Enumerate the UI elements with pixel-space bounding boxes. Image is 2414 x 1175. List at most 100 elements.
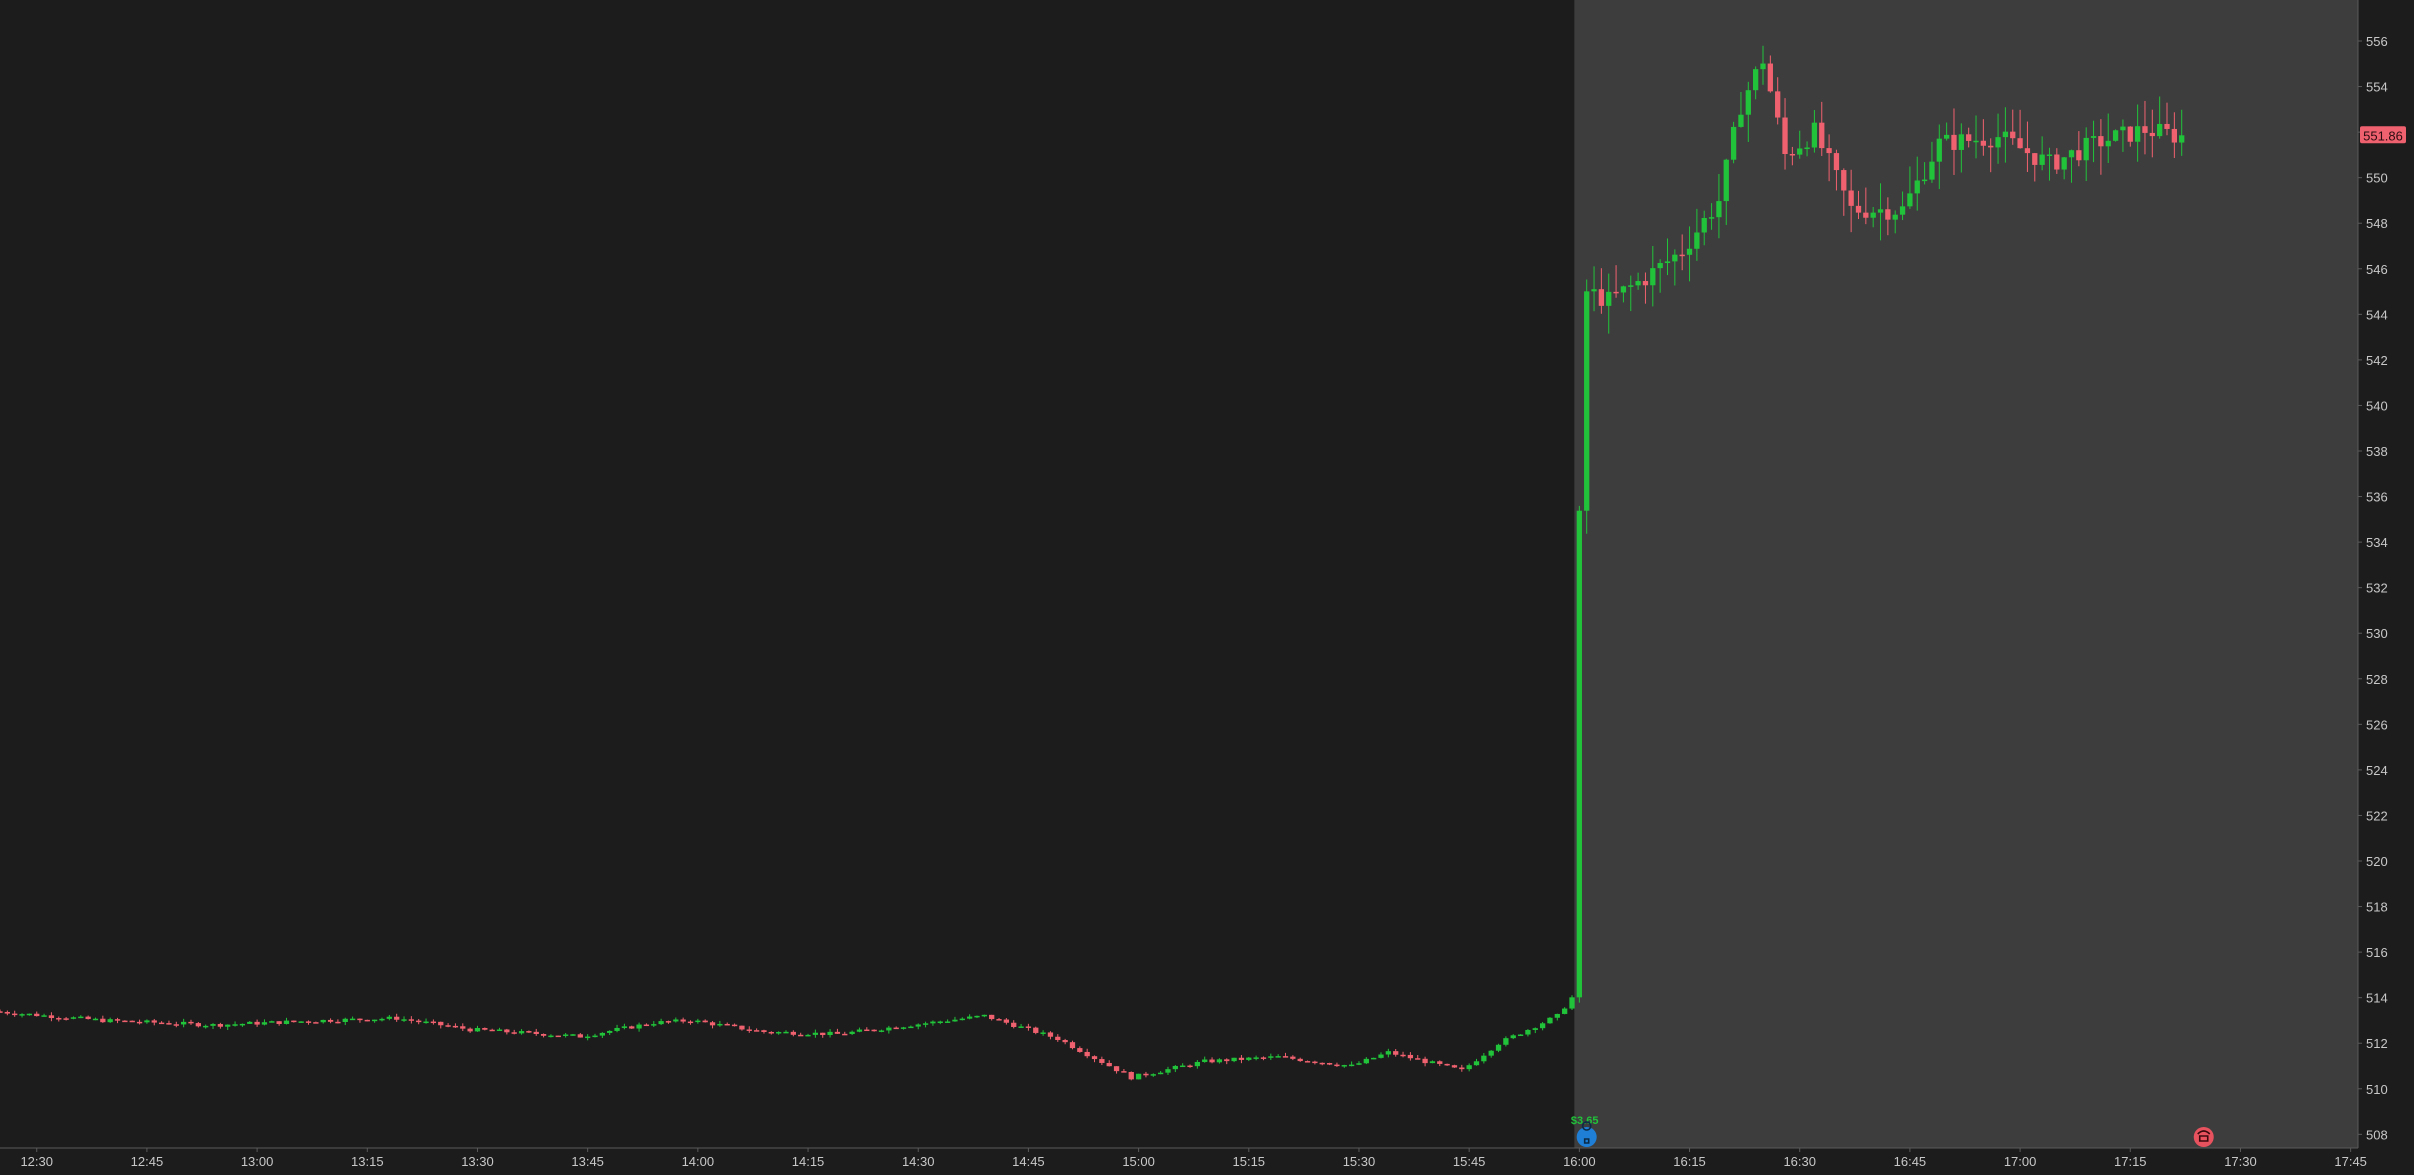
candle-body xyxy=(1554,1013,1560,1018)
candle-body xyxy=(878,1030,885,1032)
time-axis[interactable]: 12:30 12:45 13:00 13:15 13:30 13:45 14:00 14:15… xyxy=(0,1147,2367,1169)
candle-body xyxy=(225,1024,231,1027)
candle-body xyxy=(2120,126,2126,131)
candle-body xyxy=(709,1022,716,1026)
candle-body xyxy=(555,1035,561,1038)
candle-body xyxy=(812,1032,819,1035)
candle-body xyxy=(1459,1067,1465,1070)
candle-body xyxy=(651,1024,657,1026)
dividend-icon[interactable] xyxy=(2193,1127,2214,1147)
candle-body xyxy=(1569,997,1575,1009)
candle-body xyxy=(188,1021,194,1024)
price-tick-label: 528 xyxy=(2366,672,2388,687)
candle-body xyxy=(2127,126,2133,142)
candle-body xyxy=(1238,1057,1245,1060)
candle-body xyxy=(1584,291,1590,511)
candle-body xyxy=(416,1020,422,1023)
candle-body xyxy=(680,1019,686,1022)
candle-body xyxy=(1650,268,1656,286)
candle-body xyxy=(1356,1063,1362,1065)
candle-body xyxy=(474,1028,481,1032)
candle-body xyxy=(1495,1044,1502,1051)
candle-body xyxy=(1811,122,1818,148)
candle-body xyxy=(2024,148,2031,154)
time-tick-label: 15:15 xyxy=(1233,1154,1266,1169)
candle-body xyxy=(1099,1059,1105,1063)
price-tick-label: 554 xyxy=(2366,80,2388,95)
candle-body xyxy=(2179,135,2185,143)
candle-body xyxy=(930,1021,936,1024)
candle-body xyxy=(959,1018,965,1021)
candle-body xyxy=(291,1020,297,1023)
candle-body xyxy=(1143,1073,1149,1076)
candle-body xyxy=(408,1019,415,1021)
candle-body xyxy=(1282,1056,1289,1058)
candle-body xyxy=(687,1021,694,1024)
candle-body xyxy=(129,1020,135,1023)
candle-body xyxy=(1371,1057,1377,1060)
candle-body xyxy=(4,1011,10,1014)
candle-body xyxy=(1224,1059,1230,1062)
candle-body xyxy=(1591,289,1597,292)
candle-body xyxy=(173,1024,179,1026)
time-tick-label: 13:15 xyxy=(351,1154,384,1169)
candle-body xyxy=(2157,123,2163,137)
dividend-marker[interactable] xyxy=(2193,1127,2214,1147)
candle-body xyxy=(357,1018,363,1021)
candle-body xyxy=(430,1021,437,1024)
candle-body xyxy=(2039,154,2045,165)
candle-body xyxy=(967,1016,973,1019)
candle-body xyxy=(1415,1058,1421,1060)
candle-body xyxy=(746,1029,752,1031)
candle-body xyxy=(658,1021,664,1025)
candle-body xyxy=(1216,1059,1223,1063)
earnings-icon[interactable] xyxy=(1576,1127,1597,1147)
candle-body xyxy=(1797,148,1803,155)
candle-body xyxy=(1613,291,1619,294)
candle-body xyxy=(1260,1057,1267,1059)
candle-body xyxy=(753,1030,760,1032)
candle-body xyxy=(92,1018,99,1021)
candle-body xyxy=(1598,289,1605,306)
candle-body xyxy=(1943,134,1950,139)
candle-body xyxy=(1914,180,1920,194)
candle-body xyxy=(1444,1063,1450,1066)
candle-body xyxy=(1451,1065,1458,1068)
candle-body xyxy=(1011,1022,1017,1027)
candle-body xyxy=(1025,1026,1032,1028)
candle-body xyxy=(1157,1072,1164,1075)
candle-body xyxy=(349,1018,356,1021)
candle-body xyxy=(1951,134,1957,150)
candle-body xyxy=(1716,201,1722,218)
candle-body xyxy=(1841,170,1847,191)
candle-body xyxy=(2068,150,2075,158)
candle-body xyxy=(1701,217,1707,233)
candle-body xyxy=(379,1018,385,1021)
candle-body xyxy=(1686,248,1693,255)
candle-body xyxy=(2134,126,2141,142)
time-tick-label: 16:30 xyxy=(1783,1154,1816,1169)
earnings-marker[interactable]: $3.65 xyxy=(1571,1115,1599,1147)
candle-body xyxy=(2105,140,2111,147)
candle-body xyxy=(790,1031,796,1035)
candle-body xyxy=(1510,1035,1516,1039)
candle-body xyxy=(776,1032,782,1034)
candle-body xyxy=(1503,1038,1509,1045)
price-axis[interactable]: 508 510 512 514 516 518 520 522 524 526 528 530 532 5… xyxy=(2357,0,2388,1148)
candle-body xyxy=(1921,179,1928,182)
candle-body xyxy=(1855,205,1862,213)
extended-hours-background xyxy=(1574,0,2358,1148)
candle-body xyxy=(496,1029,503,1031)
candle-body xyxy=(1885,209,1891,220)
candle-body xyxy=(768,1031,774,1034)
candle-body xyxy=(1121,1071,1127,1073)
candle-body xyxy=(2046,154,2053,156)
regular-session-background xyxy=(0,0,1574,1148)
candle-body xyxy=(2164,123,2170,129)
candle-body xyxy=(56,1018,62,1020)
candle-body xyxy=(1936,138,1942,162)
price-tick-label: 548 xyxy=(2366,216,2388,231)
candle-body xyxy=(298,1021,304,1023)
candle-body xyxy=(1532,1028,1538,1030)
